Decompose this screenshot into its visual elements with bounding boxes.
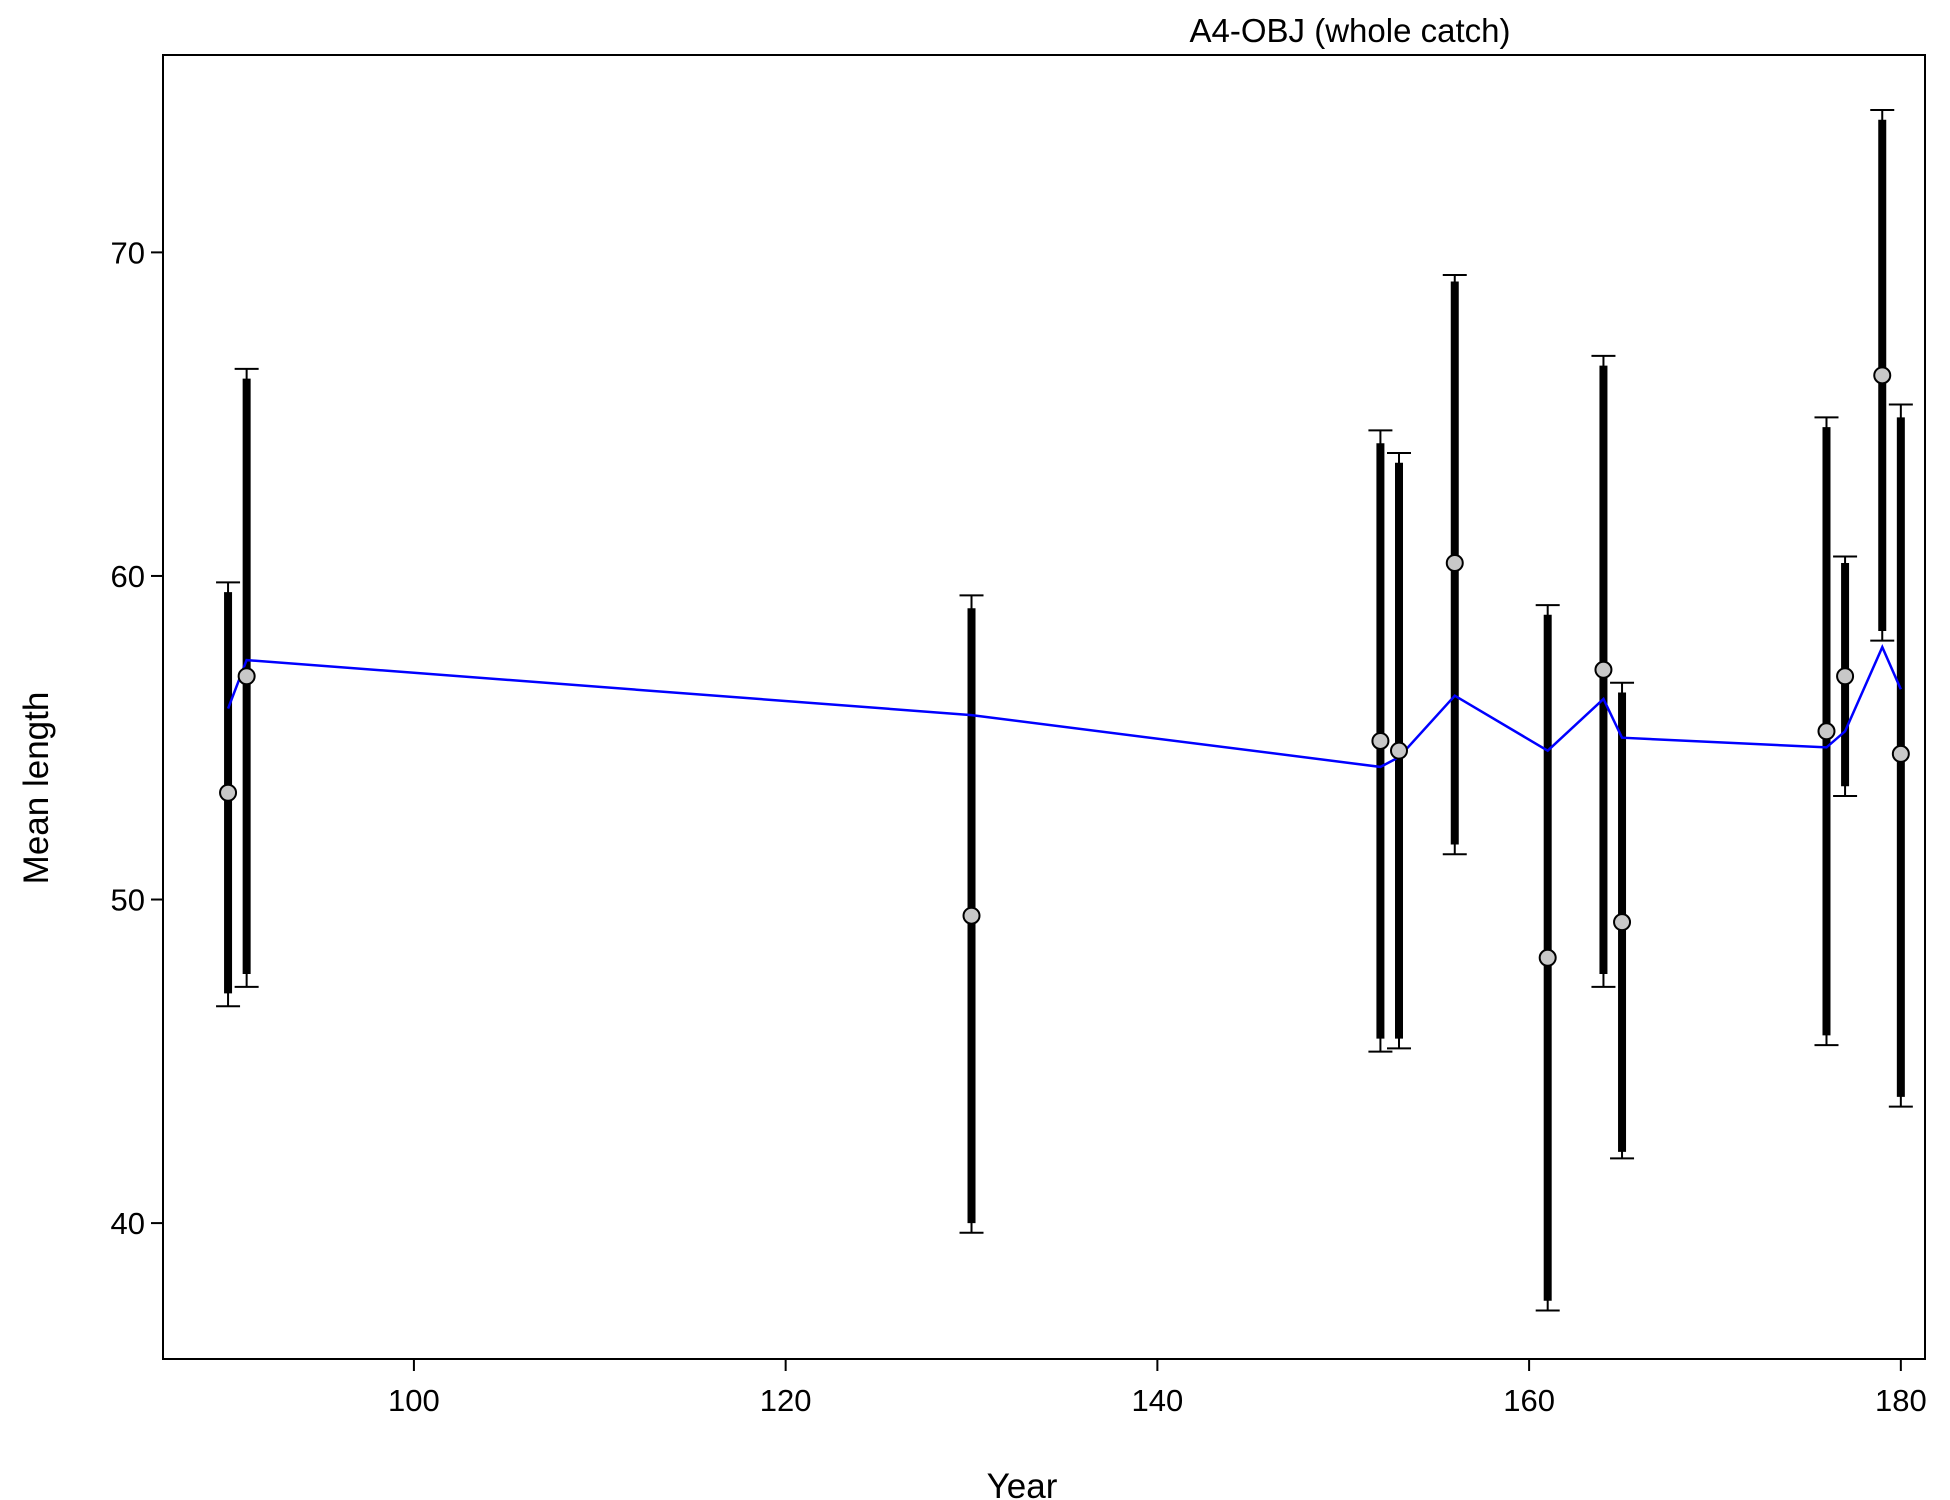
observed-point bbox=[1836, 667, 1855, 686]
x-tick-label: 180 bbox=[1875, 1383, 1927, 1418]
observed-point bbox=[1371, 731, 1390, 750]
y-axis-label: Mean length bbox=[17, 692, 56, 885]
x-tick-label: 140 bbox=[1132, 1383, 1184, 1418]
observed-point bbox=[1445, 554, 1464, 573]
observed-point bbox=[1891, 744, 1910, 763]
observed-points bbox=[219, 366, 1910, 967]
y-tick-label: 40 bbox=[111, 1206, 145, 1241]
y-tick-label: 70 bbox=[111, 235, 145, 270]
observed-point bbox=[219, 783, 238, 802]
observed-point bbox=[1538, 948, 1557, 967]
chart-title: A4-OBJ (whole catch) bbox=[1190, 12, 1511, 49]
x-tick-label: 120 bbox=[760, 1383, 812, 1418]
expected-line bbox=[226, 643, 1902, 769]
observed-point bbox=[237, 667, 256, 686]
observed-point bbox=[1817, 722, 1836, 741]
observed-point bbox=[962, 906, 981, 925]
error-bars bbox=[216, 109, 1913, 1312]
observed-point bbox=[1873, 366, 1892, 385]
observed-point bbox=[1594, 660, 1613, 679]
plot-frame bbox=[162, 54, 1926, 1360]
y-axis: 40 50 60 70 bbox=[111, 235, 163, 1241]
x-axis: 100 120 140 160 180 bbox=[388, 1359, 1927, 1418]
x-tick-label: 100 bbox=[388, 1383, 440, 1418]
x-axis-label: Year bbox=[987, 1467, 1058, 1500]
y-tick-label: 50 bbox=[111, 883, 145, 918]
observed-point bbox=[1390, 741, 1409, 760]
x-tick-label: 160 bbox=[1503, 1383, 1555, 1418]
observed-point bbox=[1613, 913, 1632, 932]
expected-line-group bbox=[226, 643, 1902, 769]
y-tick-label: 60 bbox=[111, 559, 145, 594]
